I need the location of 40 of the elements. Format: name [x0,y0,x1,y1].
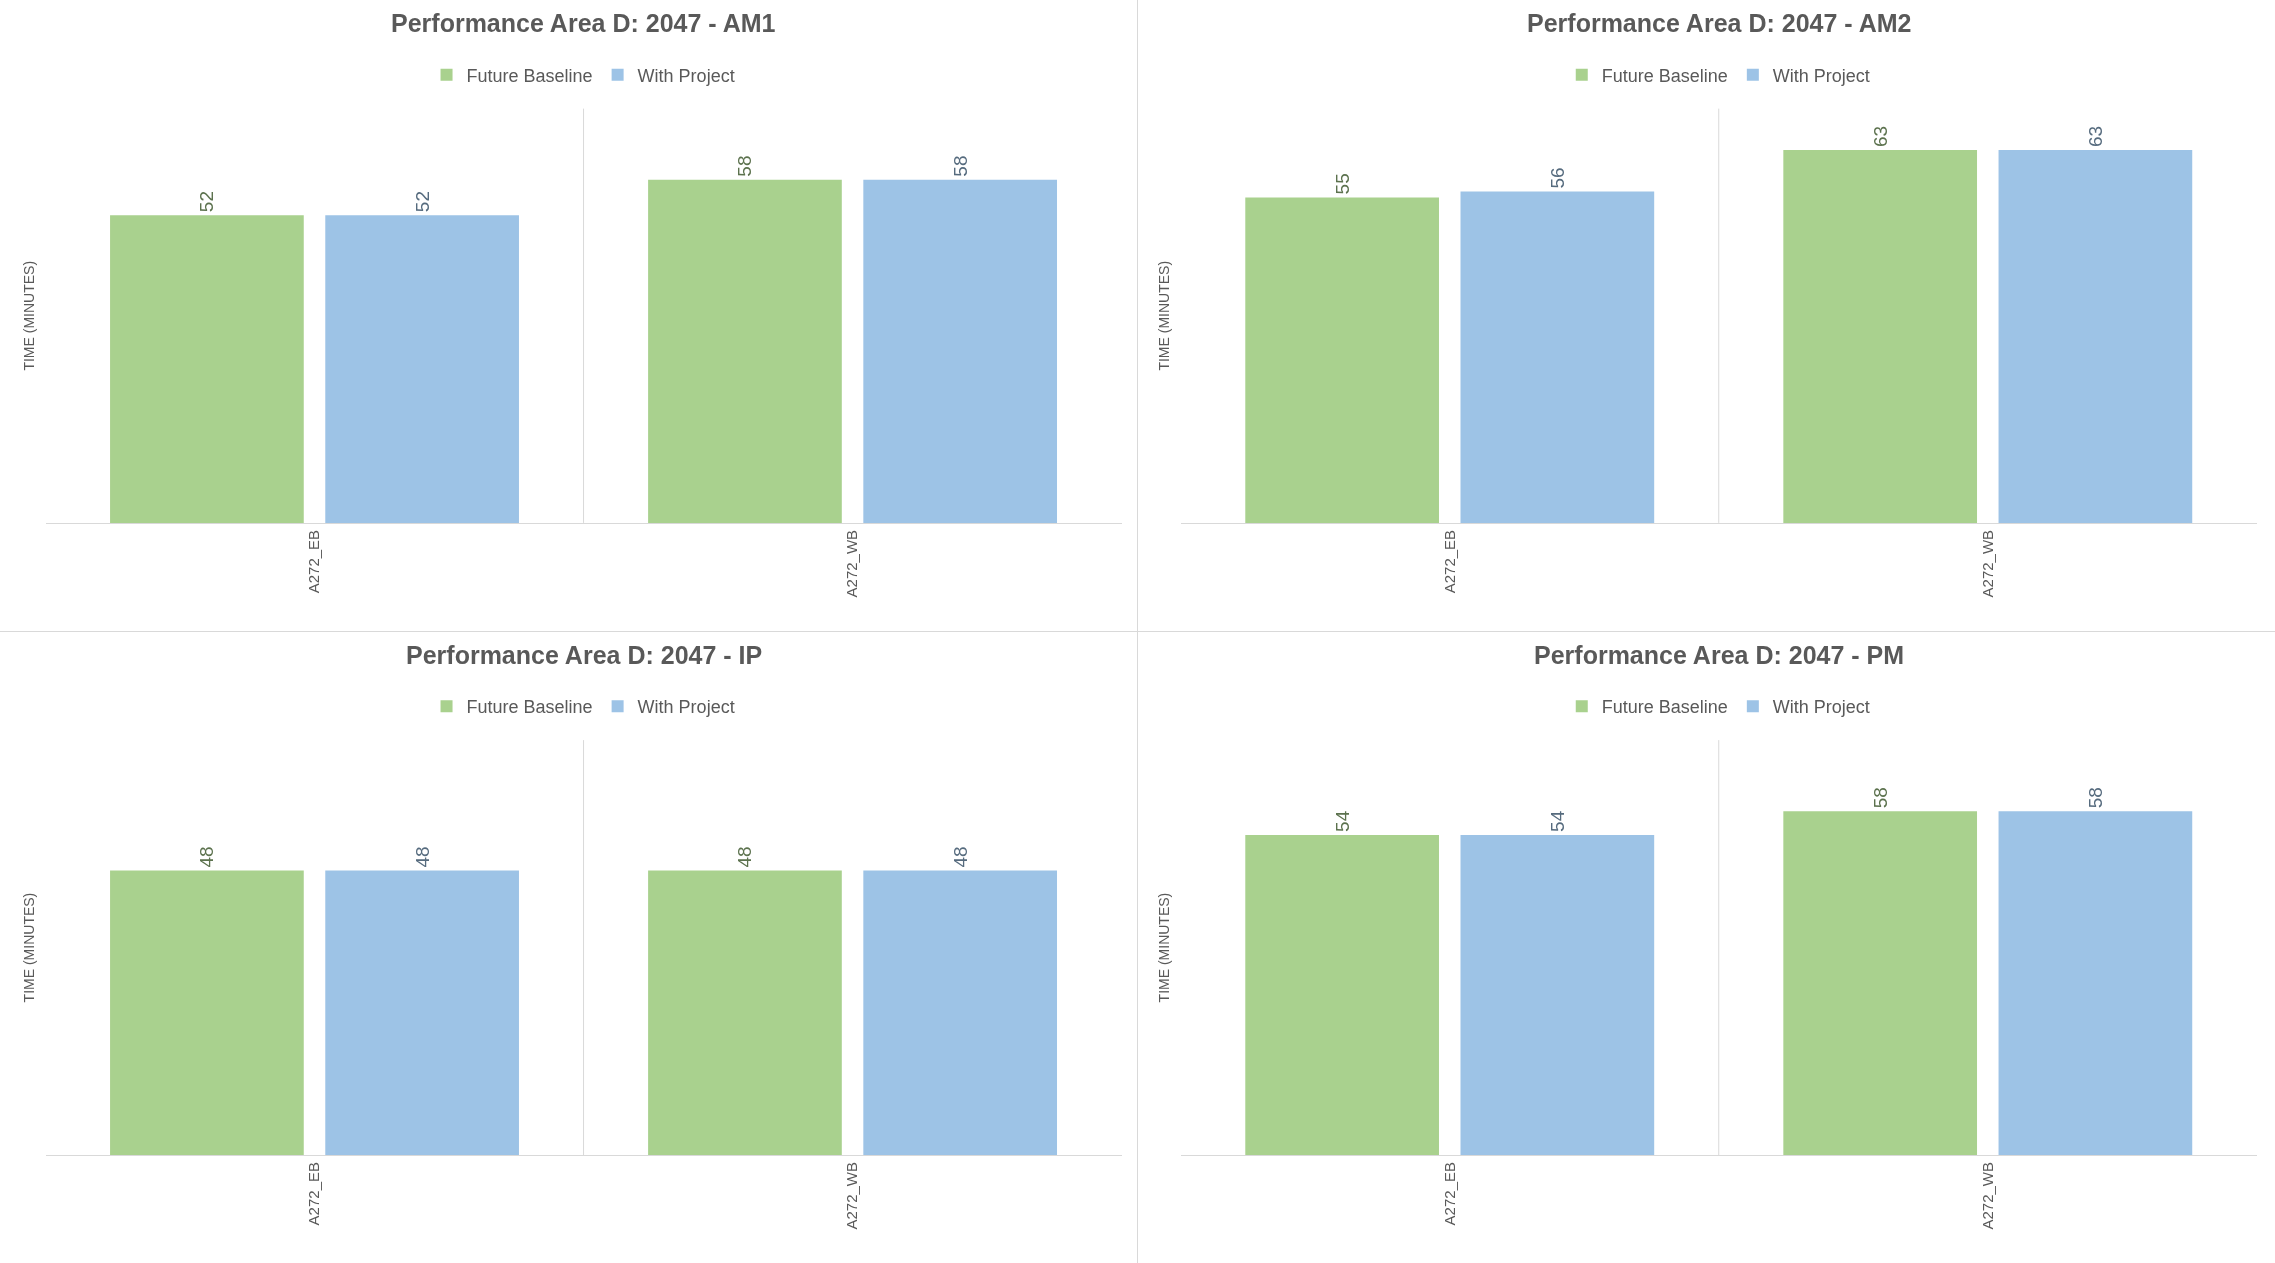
y-axis-title: TIME (MINUTES) [21,260,38,371]
x-tick-label: A272_WB [1978,1162,1996,1230]
data-label: 48 [949,846,971,868]
x-tick-label: A272_EB [1440,1162,1458,1226]
legend-label: Future Baseline [1601,697,1728,718]
data-label: 58 [2084,787,2106,809]
legend-label: With Project [637,65,735,86]
x-tick-label: A272_EB [1440,529,1458,594]
data-label: 48 [411,846,433,868]
legend-label: Future Baseline [1601,65,1728,86]
x-tick-label: A272_WB [1978,529,1996,598]
x-tick-label: A272_WB [843,529,861,598]
data-label: 48 [734,846,756,868]
data-label: 58 [949,155,971,177]
legend-label: With Project [1772,65,1870,86]
legend-label: Future Baseline [466,697,593,718]
chart-title: Performance Area D: 2047 - PM [1534,641,1905,669]
data-label: 55 [1331,173,1353,195]
x-tick-label: A272_EB [305,529,323,594]
data-label: 56 [1546,167,1568,189]
data-label: 58 [1869,787,1891,809]
data-label: 63 [1869,125,1891,148]
data-label: 63 [2084,125,2106,148]
data-label: 52 [411,191,433,213]
data-label: 52 [196,191,218,213]
data-label: 54 [1331,810,1353,832]
chart-title: Performance Area D: 2047 - AM1 [391,9,776,37]
x-tick-label: A272_WB [843,1162,861,1230]
y-axis-title: TIME (MINUTES) [1156,260,1173,371]
data-label: 58 [734,155,756,177]
x-tick-label: A272_EB [305,1162,323,1226]
chart-title: Performance Area D: 2047 - AM2 [1527,9,1912,37]
y-axis-title: TIME (MINUTES) [1156,892,1173,1003]
legend-label: With Project [1772,697,1870,718]
legend-label: With Project [637,697,735,718]
data-label: 54 [1546,810,1568,832]
data-label: 48 [196,846,218,868]
chart-title: Performance Area D: 2047 - IP [406,641,763,669]
y-axis-title: TIME (MINUTES) [21,892,38,1003]
legend-label: Future Baseline [466,65,593,86]
